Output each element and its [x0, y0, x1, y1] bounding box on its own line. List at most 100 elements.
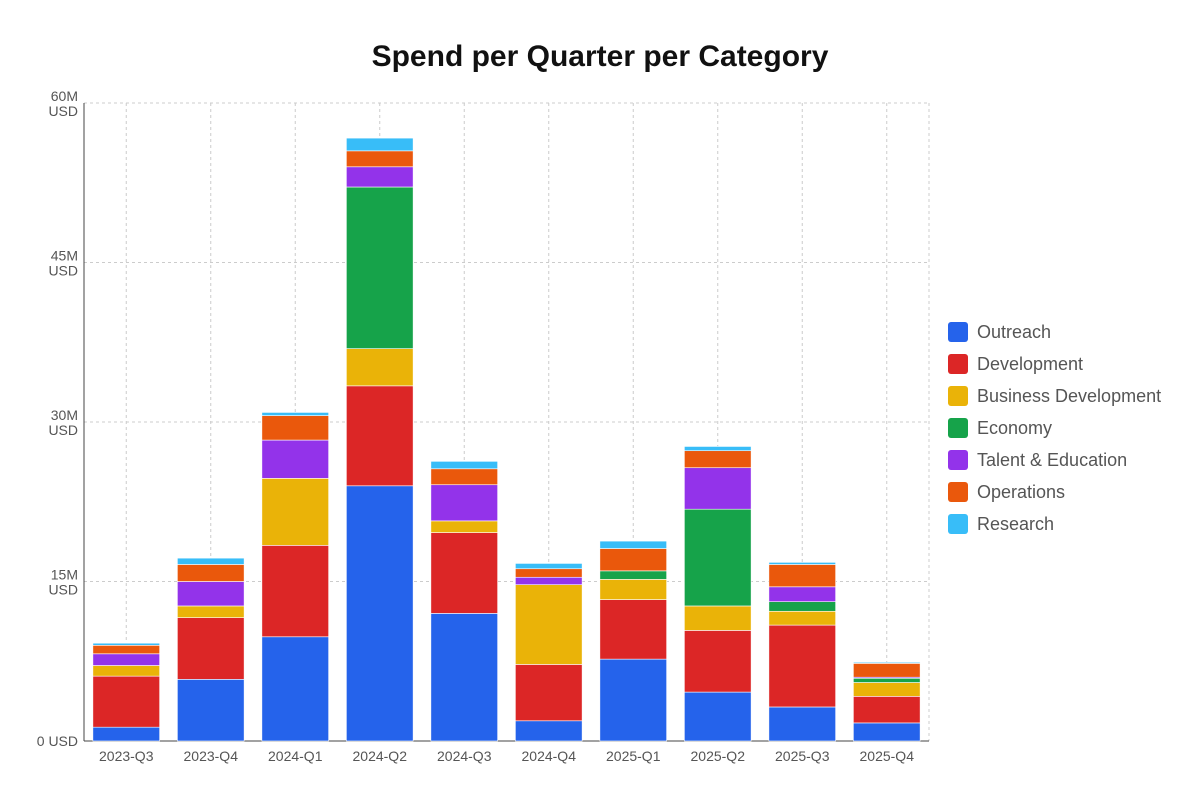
bar-segment-development-2025-q2 — [684, 630, 752, 693]
y-tick-label: 60M — [51, 88, 78, 104]
bar-segment-research-2023-q3 — [92, 642, 160, 646]
legend-item[interactable]: Business Development — [948, 380, 1161, 412]
bar-segment-development-2025-q3 — [768, 624, 836, 708]
bar-segment-outreach-2025-q2 — [684, 691, 752, 742]
bar-segment-business-development-2024-q1 — [261, 478, 329, 546]
legend-item[interactable]: Research — [948, 508, 1161, 540]
bar-segment-research-2024-q2 — [346, 137, 414, 152]
bar-segment-research-2024-q3 — [430, 461, 498, 470]
bar-segment-development-2023-q4 — [177, 617, 245, 680]
legend-item[interactable]: Operations — [948, 476, 1161, 508]
bar-segment-operations-2025-q1 — [599, 548, 667, 572]
bar-segment-research-2024-q4 — [515, 563, 583, 570]
legend-label: Business Development — [977, 385, 1162, 406]
bar-segment-outreach-2025-q1 — [599, 658, 667, 742]
bar-segment-operations-2024-q3 — [430, 468, 498, 486]
bar-segment-research-2025-q1 — [599, 540, 667, 549]
bar-segment-business-development-2025-q3 — [768, 610, 836, 626]
bar-segment-outreach-2024-q2 — [346, 485, 414, 742]
bar-segment-development-2023-q3 — [92, 675, 160, 728]
bar-segment-development-2025-q1 — [599, 599, 667, 660]
bar-segment-research-2025-q4 — [853, 662, 921, 664]
bar-segment-talent-education-2025-q3 — [768, 586, 836, 603]
y-tick-label: 30M — [51, 407, 78, 423]
bar-segment-outreach-2024-q4 — [515, 720, 583, 742]
legend-item[interactable]: Development — [948, 348, 1161, 380]
bar-segment-talent-education-2023-q3 — [92, 653, 160, 666]
x-tick-label: 2025-Q1 — [606, 748, 661, 764]
y-tick-label: 45M — [51, 248, 78, 264]
bar-segment-research-2025-q3 — [768, 562, 836, 565]
x-tick-label: 2025-Q2 — [691, 748, 746, 764]
tick-labels: 2023-Q3 2023-Q4 2024-Q1 2024-Q2 2024-Q3 2024-… — [37, 88, 914, 764]
x-tick-label: 2024-Q1 — [268, 748, 323, 764]
bar-segment-economy-2025-q2 — [684, 508, 752, 607]
legend-swatch — [948, 354, 968, 374]
bar-segment-outreach-2024-q3 — [430, 613, 498, 742]
bar-segment-economy-2025-q3 — [768, 601, 836, 612]
bar-segment-talent-education-2024-q3 — [430, 484, 498, 522]
bar-segment-business-development-2023-q3 — [92, 665, 160, 677]
x-tick-label: 2024-Q2 — [353, 748, 408, 764]
grid-lines — [84, 102, 930, 741]
x-tick-label: 2025-Q3 — [775, 748, 830, 764]
bar-segment-economy-2025-q1 — [599, 570, 667, 580]
bar-segment-talent-education-2025-q2 — [684, 467, 752, 510]
legend-label: Operations — [977, 481, 1066, 502]
bar-segment-outreach-2023-q3 — [92, 726, 160, 742]
y-tick-label: 15M — [51, 567, 78, 583]
bar-segment-research-2024-q1 — [261, 412, 329, 416]
bar-segment-operations-2024-q1 — [261, 415, 329, 441]
bar-segment-economy-2024-q2 — [346, 186, 414, 349]
legend-item[interactable]: Outreach — [948, 316, 1161, 348]
bar-segment-operations-2024-q2 — [346, 150, 414, 168]
bar-segment-development-2024-q1 — [261, 545, 329, 638]
bar-segment-operations-2025-q2 — [684, 450, 752, 469]
bar-segment-business-development-2025-q1 — [599, 579, 667, 600]
bar-segment-outreach-2024-q1 — [261, 636, 329, 742]
bar-segment-outreach-2025-q3 — [768, 706, 836, 742]
bar-segment-development-2024-q3 — [430, 532, 498, 614]
legend-swatch — [948, 322, 968, 342]
bar-segment-business-development-2024-q2 — [346, 348, 414, 387]
legend-label: Economy — [977, 417, 1053, 438]
bar-segment-outreach-2025-q4 — [853, 722, 921, 742]
legend-label: Outreach — [977, 321, 1052, 342]
bar-segment-operations-2025-q4 — [853, 663, 921, 678]
chart-title: Spend per Quarter per Category — [371, 40, 829, 73]
bar-segment-business-development-2025-q2 — [684, 605, 752, 631]
bar-segment-development-2025-q4 — [853, 696, 921, 724]
bar-segment-development-2024-q2 — [346, 385, 414, 487]
y-tick-unit: USD — [48, 422, 78, 438]
bar-segment-operations-2023-q4 — [177, 564, 245, 582]
legend-item[interactable]: Talent & Education — [948, 444, 1161, 476]
bar-segment-talent-education-2024-q2 — [346, 166, 414, 188]
x-tick-label: 2025-Q4 — [860, 748, 915, 764]
bar-segment-operations-2024-q4 — [515, 568, 583, 578]
bar-segment-research-2023-q4 — [177, 557, 245, 565]
bar-segment-business-development-2024-q3 — [430, 520, 498, 533]
y-tick-label: 0 USD — [37, 733, 78, 749]
legend: Outreach Development Business Development E… — [948, 316, 1161, 540]
bars — [92, 137, 921, 742]
bar-segment-talent-education-2024-q1 — [261, 439, 329, 479]
bar-segment-business-development-2023-q4 — [177, 605, 245, 618]
y-tick-unit: USD — [48, 582, 78, 598]
x-tick-label: 2023-Q3 — [99, 748, 154, 764]
legend-label: Talent & Education — [977, 449, 1128, 470]
legend-item[interactable]: Economy — [948, 412, 1161, 444]
x-tick-label: 2024-Q3 — [437, 748, 492, 764]
legend-swatch — [948, 418, 968, 438]
bar-segment-operations-2023-q3 — [92, 644, 160, 655]
bar-segment-operations-2025-q3 — [768, 564, 836, 588]
bar-segment-talent-education-2023-q4 — [177, 581, 245, 607]
legend-swatch — [948, 450, 968, 470]
bar-segment-outreach-2023-q4 — [177, 679, 245, 742]
bar-segment-business-development-2025-q4 — [853, 682, 921, 697]
legend-swatch — [948, 482, 968, 502]
legend-label: Research — [977, 513, 1055, 534]
legend-swatch — [948, 514, 968, 534]
y-tick-unit: USD — [48, 103, 78, 119]
